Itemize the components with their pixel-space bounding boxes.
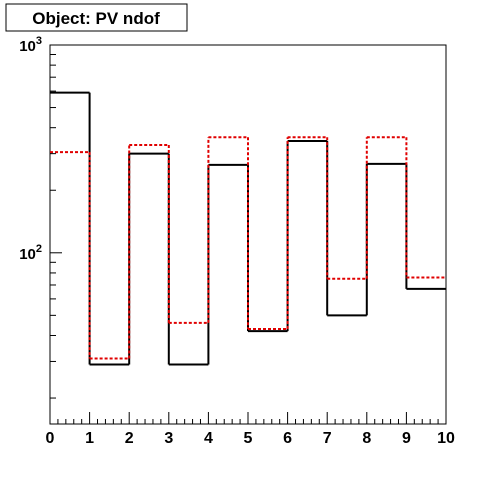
histogram-bin [167,153,209,366]
bin-step [167,145,209,324]
x-tick-label: 7 [323,430,332,447]
bin-step [365,162,407,316]
x-tick-label: 9 [402,430,411,447]
bin-step [128,152,169,365]
histogram-bin [365,136,407,279]
histogram-bin [167,145,209,324]
x-tick-label: 4 [204,430,213,447]
title-frame [5,3,188,32]
histogram-bin [405,163,446,290]
x-tick-label: 2 [125,430,134,447]
bin-step [405,163,446,290]
bin-step [405,137,446,279]
x-tick-label: 0 [46,430,55,447]
histogram-bin [326,141,367,317]
series-layer [50,91,446,366]
bin-step [365,136,407,279]
x-tick-label: 10 [437,430,455,447]
x-tick-label: 3 [164,430,173,447]
axis-layer: 0 1 2 3 4 5 6 7 8 9 10 102 103 [19,35,455,447]
histogram-bin [128,152,169,365]
bin-step [326,137,367,280]
bin-step [167,153,209,366]
histogram-bin [88,152,130,360]
y-axis: 102 103 [19,35,62,399]
histogram-bin [286,140,328,332]
bin-step [88,92,130,366]
x-tick-label: 6 [283,430,292,447]
bin-step [207,136,248,323]
bin-step [247,164,288,333]
histogram-bin [88,92,130,366]
bin-step [128,144,169,359]
bin-step [247,137,288,330]
title-box: Object: PV ndof [5,3,188,32]
y-tick-label: 102 [19,243,42,263]
histogram-bin [207,136,248,323]
chart-title: Object: PV ndof [32,9,160,28]
bin-step [88,152,130,360]
y-tick-label: 103 [19,35,42,55]
bin-step [326,141,367,317]
histogram-bin [207,163,248,365]
x-tick-label: 1 [85,430,94,447]
x-tick-label: 8 [362,430,371,447]
x-axis: 0 1 2 3 4 5 6 7 8 9 10 [46,412,455,447]
histogram-bin [247,137,288,330]
histogram-bin [365,162,407,316]
histogram-bin [286,136,328,329]
bin-step [207,163,248,365]
histogram-bin [128,144,169,359]
bin-step [286,136,328,329]
bin-step [286,140,328,332]
histogram-bin [247,164,288,333]
histogram-bin [405,137,446,279]
x-tick-label: 5 [244,430,253,447]
histogram-bin [326,137,367,280]
series-2-dashed [50,136,446,360]
